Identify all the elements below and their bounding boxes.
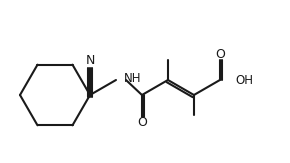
Text: O: O bbox=[137, 117, 147, 129]
Text: N: N bbox=[85, 53, 95, 67]
Text: O: O bbox=[215, 49, 225, 61]
Text: NH: NH bbox=[124, 73, 142, 86]
Text: OH: OH bbox=[235, 74, 253, 87]
